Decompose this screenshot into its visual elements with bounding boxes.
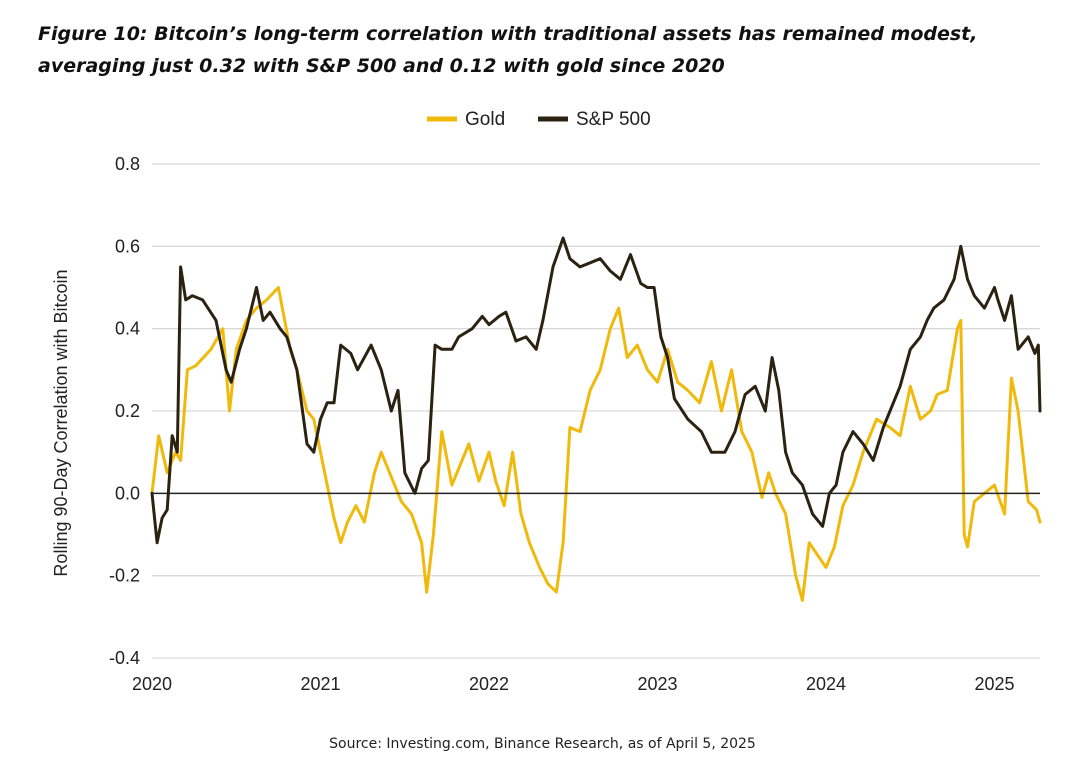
y-tick-label: 0.0 (115, 483, 140, 503)
series-lines (150, 236, 1042, 602)
y-tick-label: -0.2 (109, 566, 140, 586)
source-note: Source: Investing.com, Binance Research,… (329, 736, 756, 752)
x-tick-label: 2023 (637, 674, 677, 694)
x-tick-label: 2022 (469, 674, 509, 694)
legend: Gold S&P 500 (427, 109, 651, 130)
y-tick-label: 0.2 (115, 401, 140, 421)
y-tick-label: -0.4 (109, 648, 140, 668)
legend-label-gold: Gold (465, 109, 505, 130)
legend-label-sp500: S&P 500 (576, 109, 651, 130)
grid-lines (152, 163, 1040, 659)
y-tick-label: 0.6 (115, 236, 140, 256)
x-tick-label: 2024 (806, 674, 846, 694)
series-line-sp500 (150, 236, 1042, 545)
correlation-chart: -0.4 -0.2 0.0 0.2 0.4 0.6 0.8 2020 2021 2022 2023… (51, 109, 1042, 694)
y-tick-label: 0.8 (115, 154, 140, 174)
x-tick-label: 2025 (974, 674, 1014, 694)
figure-title: Figure 10: Bitcoin’s long-term correlati… (38, 23, 978, 77)
x-tick-label: 2021 (300, 674, 340, 694)
y-axis-ticks: -0.4 -0.2 0.0 0.2 0.4 0.6 0.8 (109, 154, 140, 668)
x-axis-ticks: 2020 2021 2022 2023 2024 2025 (132, 674, 1015, 694)
y-tick-label: 0.4 (115, 319, 140, 339)
series-line-gold (150, 286, 1042, 602)
x-tick-label: 2020 (132, 674, 172, 694)
y-axis-label: Rolling 90-Day Correlation with Bitcoin (51, 269, 71, 576)
